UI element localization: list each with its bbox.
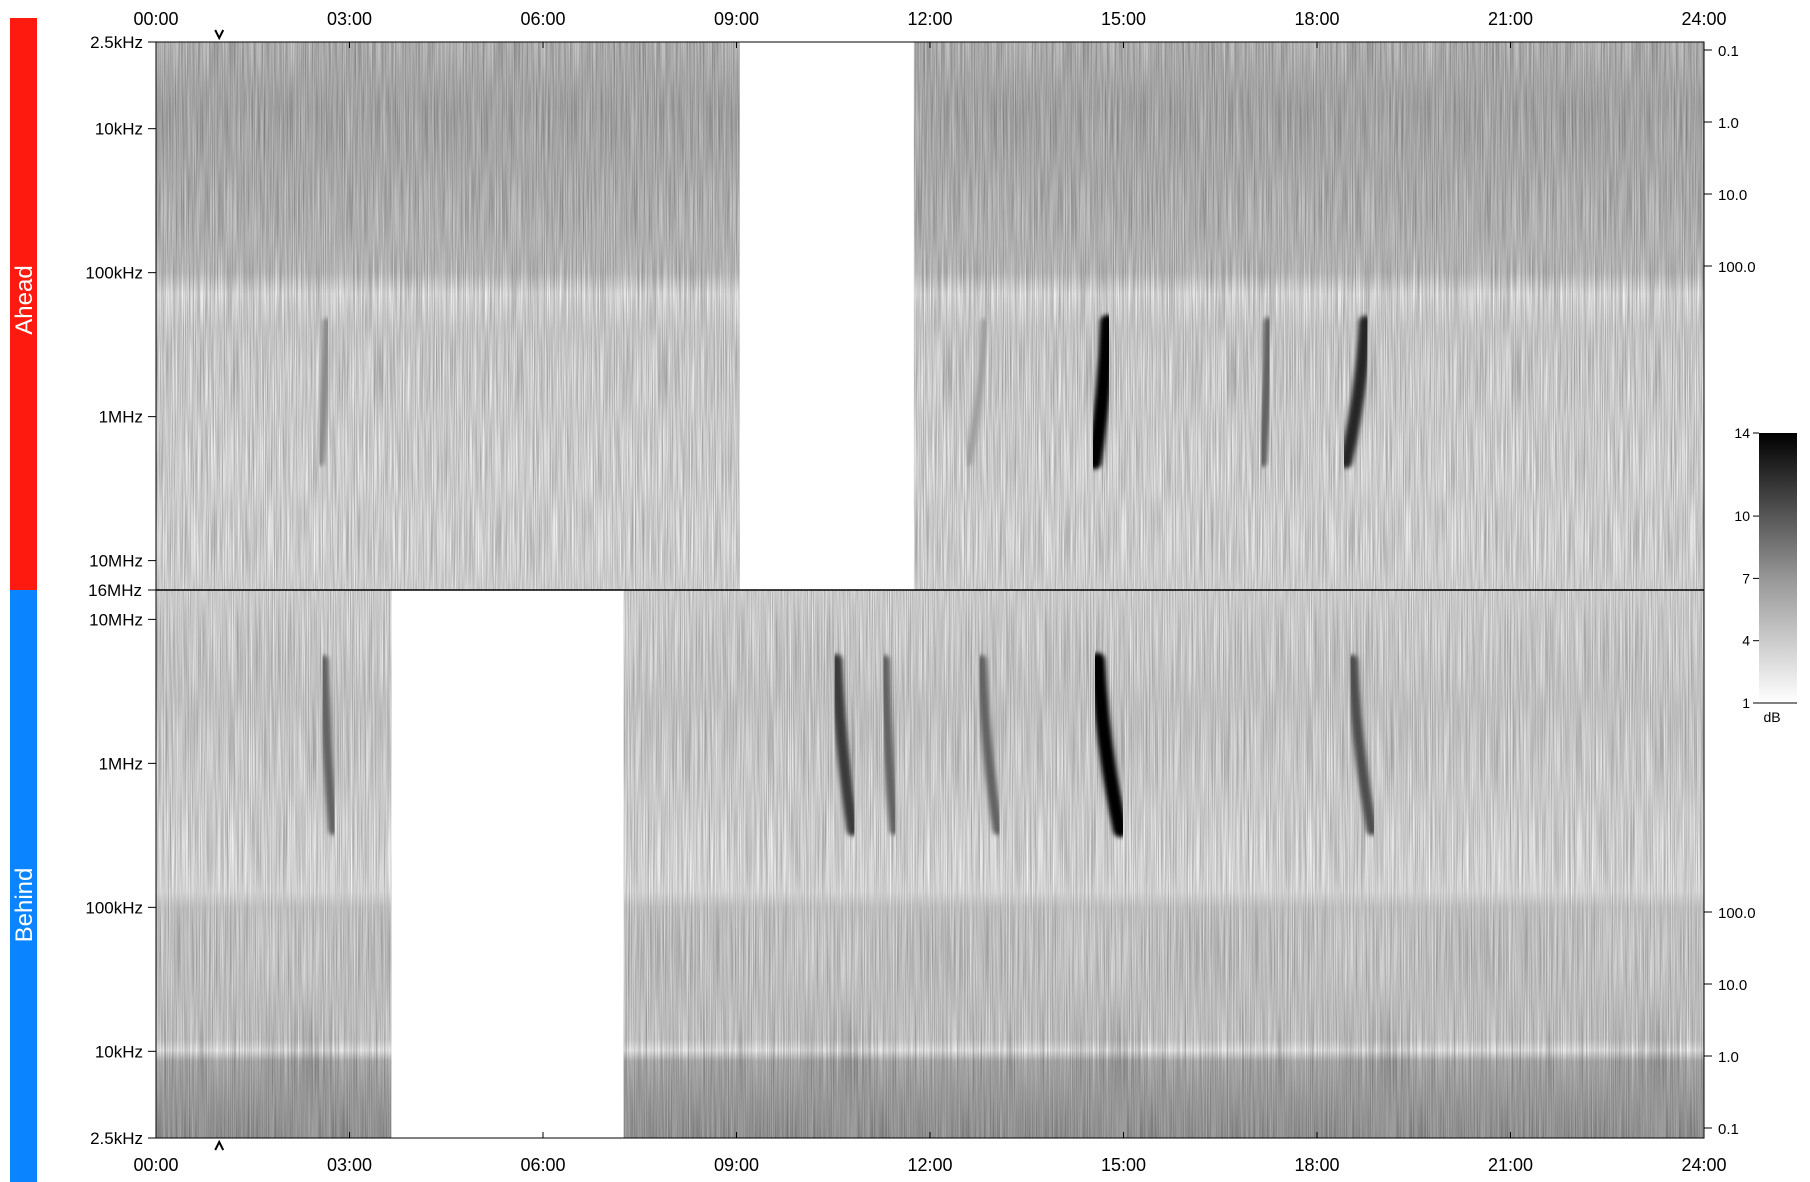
ahead-label: Ahead xyxy=(11,265,38,334)
x-tick-label-bottom-8: 24:00 xyxy=(1681,1155,1726,1175)
x-tick-label-top-5: 15:00 xyxy=(1101,9,1146,29)
behind-right-tick-label-0: 100.0 xyxy=(1718,905,1756,922)
behind-side-bar xyxy=(10,590,37,1182)
ahead-burst-1 xyxy=(1087,314,1115,470)
x-tick-label-top-6: 18:00 xyxy=(1294,9,1339,29)
colorbar-tick-label-3: 4 xyxy=(1742,633,1750,649)
colorbar-unit: dB xyxy=(1763,709,1780,725)
ahead-bottom-frequency-label: 16MHz xyxy=(88,581,142,600)
behind-burst-3 xyxy=(976,654,1003,836)
ahead-side-bar xyxy=(10,18,37,590)
x-tick-label-top-0: 00:00 xyxy=(133,9,178,29)
x-tick-label-bottom-4: 12:00 xyxy=(907,1155,952,1175)
ahead-y-tick-label-2: 100kHz xyxy=(85,264,143,283)
x-tick-label-top-1: 03:00 xyxy=(327,9,372,29)
behind-y-tick-label-2: 100kHz xyxy=(85,898,143,917)
ahead-time-marker xyxy=(214,29,225,41)
ahead-noise xyxy=(156,42,1704,590)
colorbar-tick-label-4: 1 xyxy=(1742,695,1750,711)
behind-burst-2 xyxy=(879,654,900,836)
behind-y-tick-label-4: 2.5kHz xyxy=(90,1129,143,1148)
ahead-burst-4 xyxy=(1257,316,1274,468)
behind-right-axis: 100.0 10.0 1.0 0.1 xyxy=(1704,905,1756,1138)
ahead-burst-2 xyxy=(1339,315,1372,469)
x-axis-top: 00:00 03:00 06:00 09:00 12:00 15:00 18:00 21:00… xyxy=(133,9,1727,48)
ahead-y-tick-label-3: 1MHz xyxy=(99,408,143,427)
ahead-panel xyxy=(155,41,1705,591)
x-tick-label-bottom-5: 15:00 xyxy=(1101,1155,1146,1175)
x-tick-label-bottom-7: 21:00 xyxy=(1488,1155,1533,1175)
x-tick-label-bottom-2: 06:00 xyxy=(520,1155,565,1175)
ahead-right-tick-label-0: 0.1 xyxy=(1718,43,1739,60)
behind-y-tick-label-1: 1MHz xyxy=(99,754,143,773)
behind-time-marker xyxy=(214,1139,225,1151)
x-tick-label-bottom-1: 03:00 xyxy=(327,1155,372,1175)
ahead-data-gap-0 xyxy=(739,42,914,590)
behind-label: Behind xyxy=(11,868,38,943)
colorbar: 14 10 7 4 1 dB xyxy=(1734,425,1797,725)
x-tick-label-top-7: 21:00 xyxy=(1488,9,1533,29)
colorbar-tick-label-2: 7 xyxy=(1742,570,1750,586)
behind-burst-5 xyxy=(1346,654,1378,836)
x-axis-bottom: 00:00 03:00 06:00 09:00 12:00 15:00 18:00 21:00… xyxy=(133,1132,1727,1175)
behind-burst-4 xyxy=(1090,652,1128,838)
behind-right-tick-label-3: 0.1 xyxy=(1718,1121,1739,1138)
x-tick-label-bottom-3: 09:00 xyxy=(714,1155,759,1175)
x-tick-label-bottom-6: 18:00 xyxy=(1294,1155,1339,1175)
x-tick-label-top-8: 24:00 xyxy=(1681,9,1726,29)
behind-y-tick-label-0: 10MHz xyxy=(89,610,143,629)
behind-data-gap-0 xyxy=(391,590,624,1138)
behind-right-tick-label-2: 1.0 xyxy=(1718,1049,1739,1066)
behind-left-axis: 10MHz 1MHz 100kHz 10kHz 2.5kHz xyxy=(85,610,156,1148)
behind-y-tick-label-3: 10kHz xyxy=(95,1042,143,1061)
ahead-y-tick-label-1: 10kHz xyxy=(95,120,143,139)
colorbar-tick-label-0: 14 xyxy=(1734,425,1750,441)
colorbar-gradient xyxy=(1759,433,1797,703)
behind-burst-1 xyxy=(830,654,859,836)
x-tick-label-top-2: 06:00 xyxy=(520,9,565,29)
behind-panel xyxy=(155,589,1705,1139)
x-tick-label-top-4: 12:00 xyxy=(907,9,952,29)
ahead-right-tick-label-3: 100.0 xyxy=(1718,259,1756,276)
ahead-y-tick-label-4: 10MHz xyxy=(89,552,143,571)
ahead-burst-3 xyxy=(316,317,332,467)
time-markers xyxy=(214,29,225,1151)
ahead-y-tick-label-0: 2.5kHz xyxy=(90,33,143,52)
ahead-right-tick-label-2: 10.0 xyxy=(1718,187,1747,204)
ahead-left-axis: 2.5kHz 10kHz 100kHz 1MHz 10MHz xyxy=(85,33,156,591)
colorbar-tick-label-1: 10 xyxy=(1734,508,1750,524)
ahead-burst-0 xyxy=(965,318,989,466)
x-tick-label-bottom-0: 00:00 xyxy=(133,1155,178,1175)
behind-right-tick-label-1: 10.0 xyxy=(1718,977,1747,994)
behind-noise xyxy=(156,590,1704,1138)
ahead-right-tick-label-1: 1.0 xyxy=(1718,115,1739,132)
x-tick-label-top-3: 09:00 xyxy=(714,9,759,29)
behind-burst-0 xyxy=(318,654,339,836)
ahead-right-axis: 0.1 1.0 10.0 100.0 xyxy=(1704,43,1756,276)
